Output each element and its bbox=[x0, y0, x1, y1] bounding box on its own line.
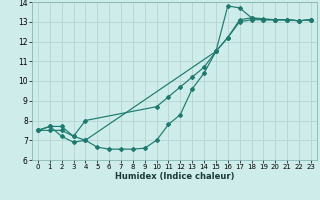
X-axis label: Humidex (Indice chaleur): Humidex (Indice chaleur) bbox=[115, 172, 234, 181]
